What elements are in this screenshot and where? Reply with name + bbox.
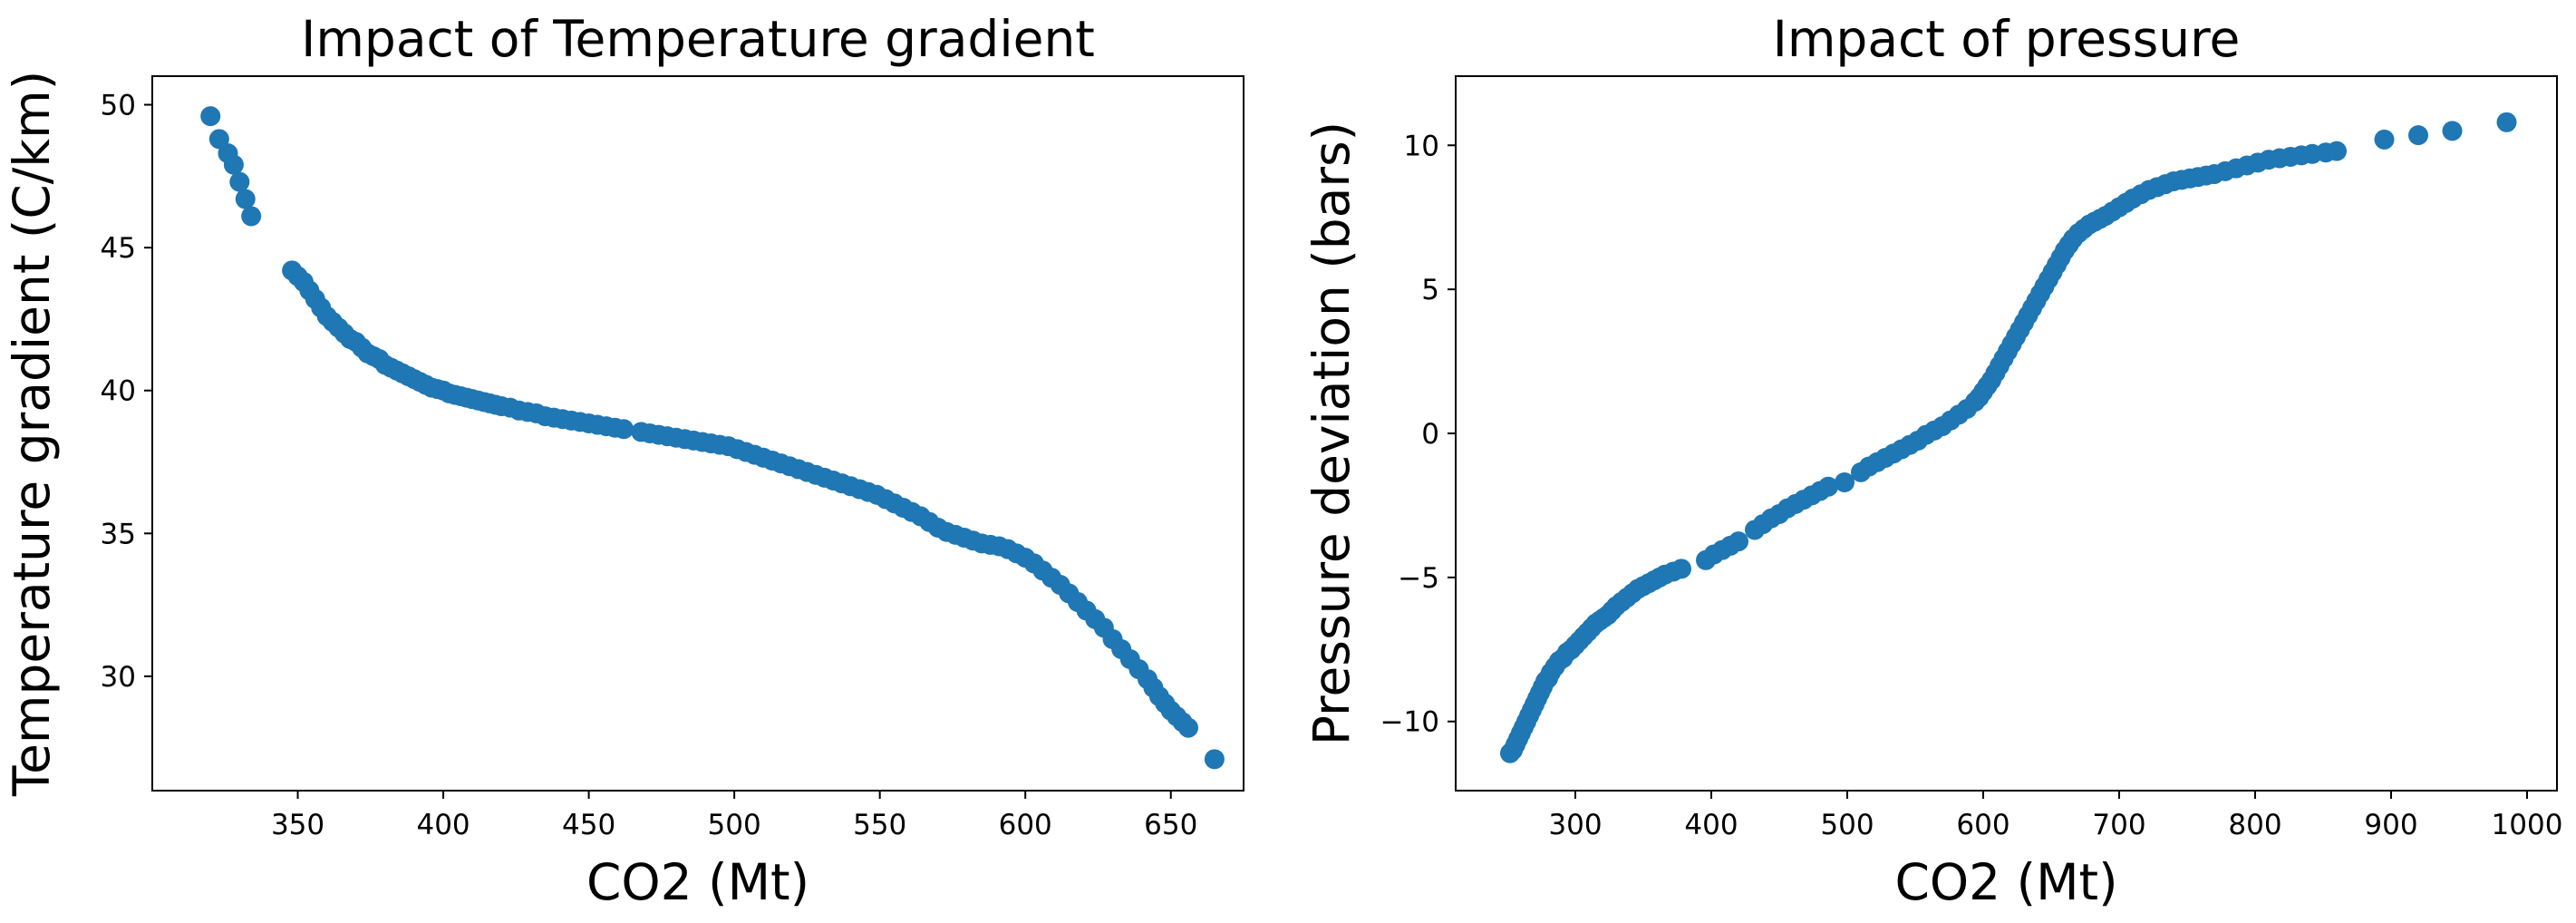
scatter-points (200, 106, 1225, 770)
x-tick-label: 1000 (2492, 809, 2563, 841)
data-point (208, 129, 229, 150)
x-tick-label: 450 (562, 809, 615, 841)
x-tick-label: 400 (1684, 809, 1738, 841)
data-point (235, 189, 256, 209)
chart-title: Impact of pressure (1773, 10, 2241, 68)
data-point (2374, 129, 2395, 150)
plot-frame (151, 75, 1244, 792)
data-point (2496, 112, 2517, 132)
data-point (241, 206, 262, 227)
x-axis-label: CO2 (Mt) (1894, 853, 2117, 911)
y-tick-label: 50 (101, 90, 136, 122)
x-tick-label: 600 (1956, 809, 2009, 841)
y-tick-label: −5 (1398, 562, 1439, 595)
y-tick-label: 0 (1421, 418, 1439, 451)
x-tick-label: 700 (2092, 809, 2145, 841)
plot-frame (1455, 75, 2558, 792)
x-tick-label: 500 (1820, 809, 1874, 841)
x-tick-label: 600 (999, 809, 1052, 841)
y-tick-label: 40 (101, 375, 136, 408)
y-axis-label: Pressure deviation (bars) (1303, 121, 1361, 745)
data-point (1177, 717, 1198, 738)
x-tick-label: 550 (853, 809, 906, 841)
data-point (200, 106, 221, 127)
y-axis-label: Temperature gradient (C/km) (3, 71, 61, 797)
x-tick-label: 900 (2364, 809, 2417, 841)
data-point (1818, 476, 1838, 497)
y-tick-label: 35 (101, 518, 136, 550)
y-tick-label: 45 (101, 232, 136, 265)
y-tick-label: 5 (1421, 274, 1439, 306)
data-point (2442, 121, 2463, 141)
data-point (2408, 125, 2428, 146)
x-tick-label: 400 (416, 809, 470, 841)
data-point (1835, 472, 1855, 493)
x-tick-label: 350 (271, 809, 324, 841)
x-tick-label: 500 (708, 809, 761, 841)
data-point (1204, 749, 1225, 770)
data-point (229, 171, 250, 192)
data-point (2327, 141, 2347, 161)
x-tick-label: 300 (1548, 809, 1602, 841)
temperature-gradient-chart: 350 400 450 500 550 600 650 30 35 40 45 50 Impact of… (3, 10, 1244, 911)
x-tick-label: 800 (2228, 809, 2281, 841)
data-point (1671, 559, 1691, 579)
pressure-chart: 300 400 500 600 700 800 900 1000 −10 −5 0 5 10 Impact… (1303, 10, 2562, 911)
y-tick-label: 30 (101, 661, 136, 694)
data-point (223, 154, 244, 175)
y-tick-label: 10 (1404, 130, 1439, 162)
y-tick-label: −10 (1380, 706, 1439, 739)
x-tick-label: 650 (1144, 809, 1197, 841)
x-axis-label: CO2 (Mt) (586, 853, 809, 911)
data-point (614, 419, 634, 440)
data-point (1729, 531, 1748, 552)
scatter-points (1500, 112, 2517, 763)
chart-title: Impact of Temperature gradient (301, 10, 1095, 68)
